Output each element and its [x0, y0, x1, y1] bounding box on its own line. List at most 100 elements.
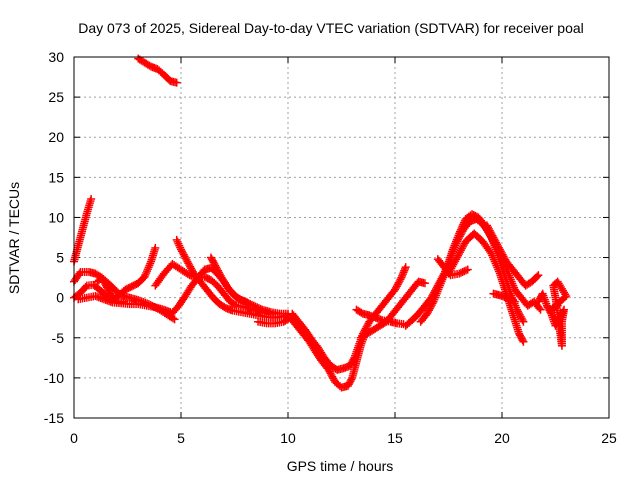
data-point: [494, 243, 503, 252]
data-point: [448, 262, 457, 271]
x-tick-label: 0: [70, 430, 78, 446]
data-point: [456, 268, 465, 277]
data-point: [505, 295, 514, 304]
data-point: [455, 248, 464, 257]
data-point: [458, 222, 467, 231]
data-point: [456, 246, 465, 255]
x-tick-label: 10: [280, 430, 296, 446]
data-point: [424, 307, 433, 316]
data-point: [494, 242, 503, 251]
data-point: [328, 372, 337, 381]
data-point: [256, 304, 265, 313]
data-point: [445, 269, 454, 278]
data-point: [460, 267, 469, 276]
data-point: [462, 266, 471, 275]
data-point: [231, 300, 240, 309]
data-point: [178, 248, 187, 257]
data-point: [183, 270, 192, 279]
grid: [74, 57, 609, 418]
data-point: [454, 251, 463, 260]
data-point: [486, 228, 495, 237]
data-point: [347, 375, 356, 384]
data-point: [500, 254, 509, 263]
data-point: [424, 306, 433, 315]
data-point: [456, 225, 465, 234]
data-point: [535, 304, 544, 313]
data-point: [144, 263, 153, 272]
y-axis-label: SDTVAR / TECUs: [6, 182, 22, 294]
data-point: [248, 300, 257, 309]
y-tick-label: 5: [56, 250, 64, 266]
data-point: [119, 297, 128, 306]
data-point: [499, 252, 508, 261]
data-point: [552, 302, 561, 311]
data-point: [142, 268, 151, 277]
data-point: [488, 231, 497, 240]
data-point: [490, 235, 499, 244]
y-tick-label: -10: [44, 370, 64, 386]
data-point: [456, 227, 465, 236]
data-point: [140, 272, 149, 281]
data-point: [450, 258, 459, 267]
y-tick-label: 10: [48, 209, 64, 225]
data-point: [251, 302, 260, 311]
data-point: [177, 247, 186, 256]
data-point: [519, 337, 528, 346]
data-point: [326, 369, 335, 378]
chart-title: Day 073 of 2025, Sidereal Day-to-day VTE…: [78, 20, 584, 36]
data-point: [451, 257, 460, 266]
data-point: [489, 233, 498, 242]
data-point: [509, 296, 518, 305]
data-point: [420, 279, 429, 288]
data-point: [141, 270, 150, 279]
data-point: [483, 221, 492, 230]
data-point: [452, 255, 461, 264]
data-point: [493, 240, 502, 249]
data-point: [391, 285, 399, 294]
data-point: [459, 220, 468, 229]
data-point: [518, 316, 527, 325]
data-point: [212, 263, 221, 272]
data-point: [492, 238, 501, 247]
y-axis-ticks: -15 -10 -5 0 5 10 15 20 25 30: [44, 49, 609, 426]
x-tick-label: 5: [177, 430, 185, 446]
data-point: [395, 277, 404, 286]
data-point: [485, 226, 494, 235]
plot-frame: [73, 56, 610, 419]
y-tick-label: 20: [48, 129, 64, 145]
data-point: [179, 250, 188, 259]
data-point: [428, 299, 437, 308]
data-point: [536, 305, 545, 314]
data-point: [517, 314, 526, 323]
data-point: [502, 293, 511, 302]
data-point: [455, 229, 464, 238]
data-point: [484, 224, 493, 233]
data-points: [70, 54, 571, 392]
data-point: [497, 248, 506, 257]
data-point: [180, 252, 189, 261]
data-point: [81, 283, 90, 292]
data-point: [151, 243, 160, 252]
y-tick-label: -15: [44, 410, 64, 426]
data-point: [496, 247, 505, 256]
y-tick-label: -5: [52, 330, 65, 346]
data-point: [143, 267, 152, 276]
data-point: [457, 244, 466, 253]
x-axis-label: GPS time / hours: [287, 458, 394, 474]
data-point: [243, 298, 252, 307]
data-point: [449, 260, 458, 269]
data-point: [362, 322, 371, 331]
data-point: [185, 261, 194, 270]
data-point: [458, 242, 467, 251]
data-point: [327, 371, 336, 380]
data-point: [515, 310, 524, 319]
data-point: [349, 355, 358, 364]
data-point: [425, 304, 434, 313]
data-point: [187, 264, 196, 273]
data-point: [457, 224, 466, 233]
data-point: [426, 302, 435, 311]
data-point: [487, 230, 496, 239]
y-tick-label: 0: [56, 290, 64, 306]
y-tick-label: 30: [48, 49, 64, 65]
data-point: [534, 271, 543, 280]
